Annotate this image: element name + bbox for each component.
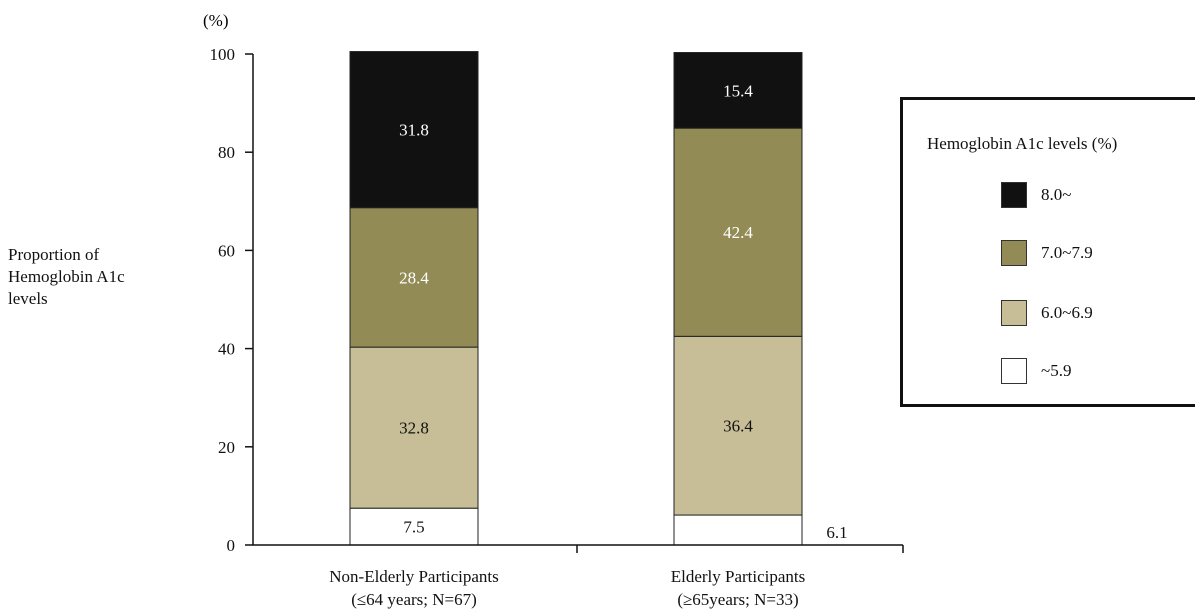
y-tick-label: 0 bbox=[227, 536, 236, 555]
y-axis: 0 20 40 60 80 100 bbox=[210, 45, 254, 555]
legend-title: Hemoglobin A1c levels (%) bbox=[927, 134, 1118, 153]
legend-swatch bbox=[1001, 182, 1027, 208]
bar-segment bbox=[349, 507, 479, 546]
bar-segment bbox=[349, 51, 479, 209]
bar-segment bbox=[673, 335, 803, 516]
legend-item: 7.0~7.9 bbox=[1001, 240, 1195, 270]
legend-label: 8.0~ bbox=[1041, 185, 1072, 204]
legend-swatch bbox=[1001, 240, 1027, 266]
legend-swatch bbox=[1001, 358, 1027, 384]
legend-label: 7.0~7.9 bbox=[1041, 243, 1093, 262]
legend: Hemoglobin A1c levels (%) 8.0~ 7.0~7.9 6.0… bbox=[900, 97, 1195, 407]
data-label: 7.5 bbox=[403, 518, 424, 537]
data-label: 32.8 bbox=[399, 419, 429, 438]
legend-label: ~5.9 bbox=[1041, 361, 1072, 380]
x-tick-sublabel: (≤64 years; N=67) bbox=[351, 590, 477, 609]
x-tick-sublabel: (≥65years; N=33) bbox=[677, 590, 798, 609]
legend-item: ~5.9 bbox=[1001, 358, 1195, 388]
x-tick-label: Elderly Participants bbox=[671, 567, 806, 586]
y-tick-label: 100 bbox=[210, 45, 236, 64]
bar-segment bbox=[673, 127, 803, 337]
x-axis: Non-Elderly Participants (≤64 years; N=67… bbox=[253, 544, 904, 609]
legend-label: 6.0~6.9 bbox=[1041, 303, 1093, 322]
bar-segment bbox=[349, 346, 479, 509]
y-tick-label: 80 bbox=[218, 143, 235, 162]
data-label: 42.4 bbox=[723, 223, 753, 242]
data-label: 6.1 bbox=[826, 523, 847, 542]
y-tick-label: 40 bbox=[218, 340, 235, 359]
y-axis-title: Proportion of Hemoglobin A1c levels bbox=[8, 245, 125, 308]
data-label: 31.8 bbox=[399, 121, 429, 140]
legend-swatch bbox=[1001, 300, 1027, 326]
bar-segment bbox=[673, 514, 803, 546]
bars-group: 7.5 32.8 28.4 31.8 6.1 36.4 42.4 15.4 bbox=[349, 51, 848, 546]
x-tick-label: Non-Elderly Participants bbox=[329, 567, 499, 586]
y-tick-label: 60 bbox=[218, 241, 235, 260]
bar-segment bbox=[673, 52, 803, 129]
data-label: 36.4 bbox=[723, 417, 753, 436]
legend-item: 8.0~ bbox=[1001, 182, 1195, 212]
y-axis-unit-label: (%) bbox=[203, 11, 228, 30]
data-label: 15.4 bbox=[723, 81, 753, 100]
y-tick-label: 20 bbox=[218, 438, 235, 457]
data-label: 28.4 bbox=[399, 268, 429, 287]
legend-item: 6.0~6.9 bbox=[1001, 300, 1195, 330]
